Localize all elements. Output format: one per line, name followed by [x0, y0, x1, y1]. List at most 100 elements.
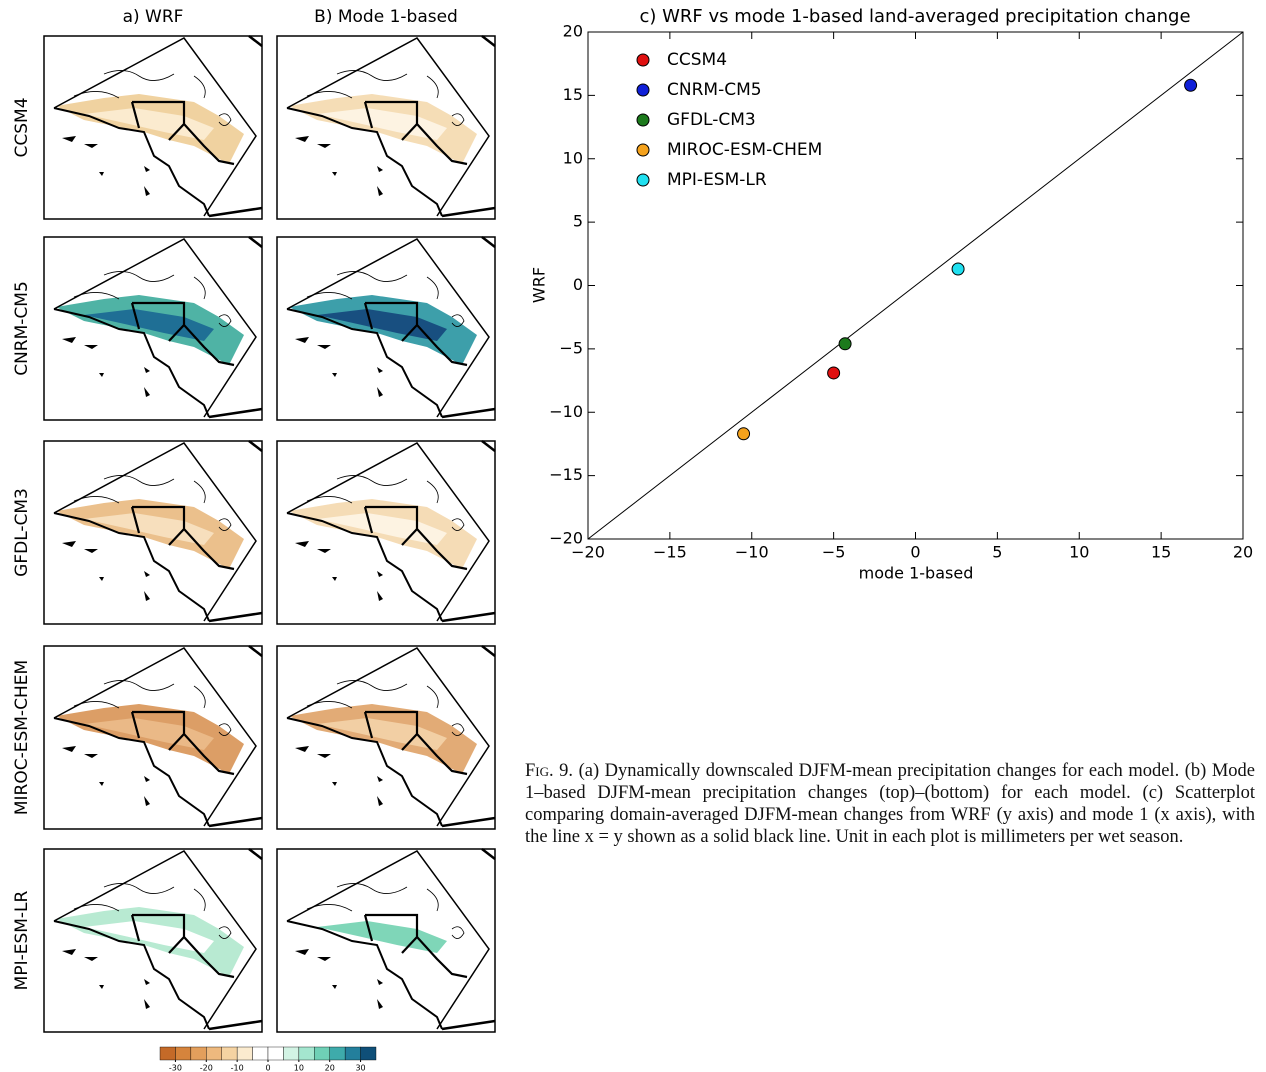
- precip-field: [317, 108, 447, 140]
- caption-text: (a) Dynamically downscaled DJFM-mean pre…: [525, 761, 1256, 847]
- precip-field: [317, 309, 447, 341]
- row-label: CCSM4: [12, 97, 32, 157]
- contours: [306, 70, 465, 126]
- colorbar-swatch: [360, 1046, 377, 1061]
- scatter-point: [827, 366, 841, 380]
- row-label: GFDL-CM3: [12, 488, 32, 577]
- border: [441, 407, 496, 419]
- precip-field: [289, 295, 477, 365]
- domain-box: [53, 850, 257, 1030]
- map-panel: [43, 645, 263, 830]
- colorbar-swatch: [221, 1046, 238, 1061]
- row-label: MPI-ESM-LR: [12, 890, 32, 990]
- coastline: [286, 717, 443, 827]
- colorbar-swatch: [175, 1046, 192, 1061]
- y-tick-label: 10: [563, 148, 583, 167]
- domain-box: [286, 442, 490, 622]
- colorbar-swatch: [329, 1046, 346, 1061]
- legend-marker: [636, 53, 650, 67]
- corner: [248, 440, 263, 452]
- row-label: CNRM-CM5: [12, 281, 32, 376]
- contours: [306, 475, 465, 531]
- coastline: [286, 920, 443, 1030]
- border: [208, 611, 263, 623]
- colorbar-swatch: [190, 1046, 207, 1061]
- map-panel: [276, 35, 496, 220]
- colorbar-tick-label: 0: [265, 1064, 270, 1072]
- county-lines: [363, 301, 468, 367]
- scatter-point: [737, 427, 751, 441]
- legend-marker: [636, 83, 650, 97]
- x-tick-label: 5: [992, 543, 1002, 562]
- legend-label: MPI-ESM-LR: [667, 170, 767, 190]
- coastline: [286, 107, 443, 217]
- precip-field: [317, 921, 447, 953]
- caption-label: Fig. 9.: [525, 761, 574, 781]
- corner: [481, 35, 496, 47]
- colorbar-tick-label: -10: [231, 1064, 244, 1072]
- county-lines: [130, 710, 235, 776]
- y-tick-label: −20: [549, 529, 583, 548]
- county-lines: [363, 913, 468, 979]
- contours: [73, 680, 232, 736]
- y-tick-label: −15: [549, 465, 583, 484]
- identity-line: [587, 31, 1244, 540]
- scatter-point: [838, 337, 852, 351]
- coastline: [53, 512, 210, 622]
- county-lines: [130, 913, 235, 979]
- contours: [306, 271, 465, 327]
- y-tick-label: −10: [549, 402, 583, 421]
- colorbar-swatch: [159, 1046, 176, 1061]
- corner: [481, 440, 496, 452]
- corner: [481, 645, 496, 657]
- map-panel: [276, 440, 496, 625]
- precip-field: [317, 718, 447, 750]
- border: [208, 1019, 263, 1031]
- contours: [73, 70, 232, 126]
- county-lines: [130, 301, 235, 367]
- map-panel: [276, 645, 496, 830]
- chart-title: c) WRF vs mode 1-based land-averaged pre…: [639, 6, 1190, 27]
- contours: [73, 475, 232, 531]
- y-tick-label: 0: [573, 275, 583, 294]
- precip-field: [56, 704, 244, 774]
- contours: [306, 883, 465, 939]
- x-tick-label: 20: [1233, 543, 1253, 562]
- colorbar-tick-label: 20: [325, 1064, 335, 1072]
- precip-field: [56, 499, 244, 569]
- coastline: [53, 717, 210, 827]
- map-panel: [43, 848, 263, 1033]
- legend-marker: [636, 173, 650, 187]
- legend-label: GFDL-CM3: [667, 110, 756, 130]
- precip-field: [84, 718, 214, 750]
- scatter-point: [1184, 78, 1198, 92]
- precip-field: [289, 704, 477, 774]
- colorbar-swatch: [344, 1046, 361, 1061]
- domain-box: [53, 442, 257, 622]
- x-tick-label: −20: [571, 543, 605, 562]
- y-tick-label: 15: [563, 85, 583, 104]
- border: [208, 206, 263, 218]
- domain-box: [286, 37, 490, 217]
- legend-label: CNRM-CM5: [667, 80, 762, 100]
- corner: [248, 236, 263, 248]
- coastline: [53, 920, 210, 1030]
- colorbar-swatch: [298, 1046, 315, 1061]
- coastline: [286, 308, 443, 418]
- column-title: B) Mode 1-based: [314, 7, 458, 27]
- map-panel: [43, 236, 263, 421]
- precip-field: [289, 94, 477, 164]
- x-tick-label: −15: [653, 543, 687, 562]
- county-lines: [363, 505, 468, 571]
- precip-field: [84, 921, 214, 953]
- x-tick-label: 10: [1069, 543, 1089, 562]
- corner: [248, 645, 263, 657]
- caption: Fig. 9. (a) Dynamically downscaled DJFM-…: [525, 760, 1255, 848]
- corner: [248, 35, 263, 47]
- x-tick-label: 15: [1151, 543, 1171, 562]
- legend-marker: [636, 113, 650, 127]
- domain-box: [286, 850, 490, 1030]
- border: [441, 611, 496, 623]
